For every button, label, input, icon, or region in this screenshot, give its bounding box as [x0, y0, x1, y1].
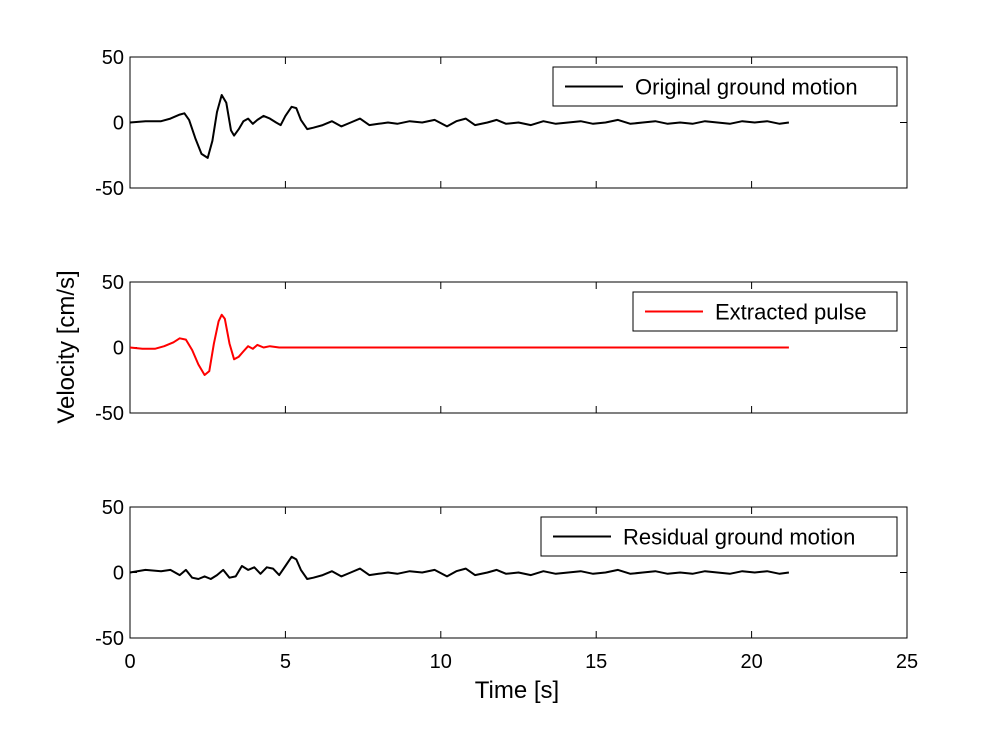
y-ticks: -50 0 50 [95, 272, 907, 425]
x-tick-label: 10 [430, 651, 452, 673]
x-ticks: 0 5 10 15 20 25 [124, 507, 918, 673]
series-line [129, 313, 789, 376]
legend: Original ground motion [552, 66, 898, 107]
y-ticks: -50 0 50 [95, 47, 907, 200]
y-tick-label: 50 [102, 272, 124, 294]
x-tick-label: 5 [280, 651, 291, 673]
series-group [129, 313, 789, 376]
legend-label: Residual ground motion [623, 525, 855, 550]
legend-label: Original ground motion [635, 75, 858, 100]
y-tick-label: 50 [102, 47, 124, 69]
y-tick-label: -50 [95, 628, 124, 650]
legend-label: Extracted pulse [715, 300, 867, 325]
series-line [129, 555, 790, 580]
y-tick-label: 50 [102, 497, 124, 519]
y-tick-label: -50 [95, 178, 124, 200]
y-ticks: -50 0 50 [95, 497, 907, 650]
legend: Extracted pulse [632, 291, 898, 332]
x-axis-label: Time [s] [475, 677, 559, 704]
x-ticks [129, 282, 908, 413]
series-line [129, 94, 790, 159]
x-tick-label: 15 [585, 651, 607, 673]
y-tick-label: 0 [113, 113, 124, 135]
series-group [129, 94, 790, 159]
series-group [129, 555, 790, 580]
x-tick-label: 0 [124, 651, 135, 673]
y-axis-label: Velocity [cm/s] [53, 270, 80, 423]
x-tick-label: 20 [740, 651, 762, 673]
y-tick-label: 0 [113, 338, 124, 360]
x-ticks [129, 57, 908, 188]
legend: Residual ground motion [540, 516, 898, 557]
x-tick-label: 25 [896, 651, 918, 673]
panel-1: -50 0 50 Original ground motion [95, 47, 908, 200]
y-tick-label: 0 [113, 563, 124, 585]
y-tick-label: -50 [95, 403, 124, 425]
panel-2: -50 0 50 Extracted pulse [95, 272, 908, 425]
